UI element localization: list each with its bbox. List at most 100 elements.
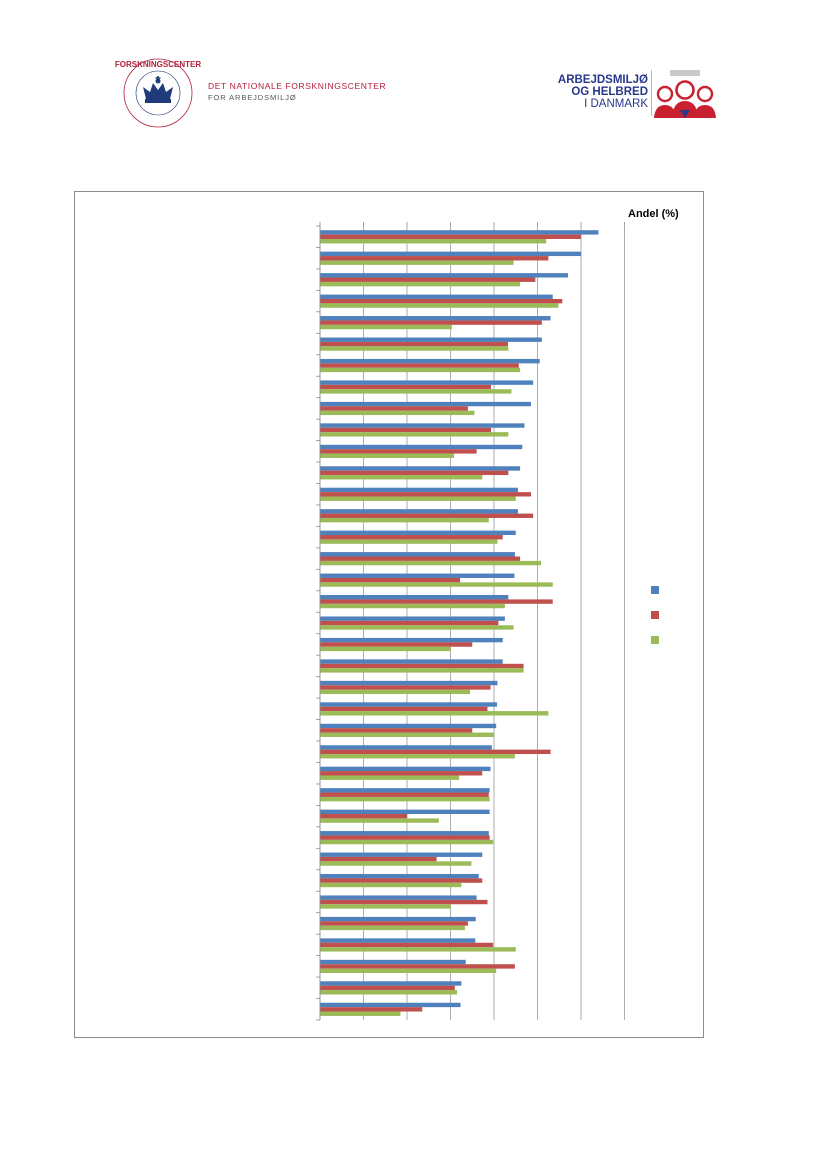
bar-series-2-row-13 bbox=[320, 492, 531, 497]
bar-series-2-row-14 bbox=[320, 513, 534, 518]
bar-series-2-row-6 bbox=[320, 341, 508, 347]
bar-series-1-row-29 bbox=[320, 831, 489, 836]
bar-series-1-row-16 bbox=[320, 552, 515, 557]
bar-series-3-row-19 bbox=[320, 625, 514, 630]
bar-series-3-row-31 bbox=[320, 882, 462, 888]
bar-series-3-row-2 bbox=[320, 260, 514, 265]
bar-series-1-row-4 bbox=[320, 294, 553, 299]
bar-series-3-row-14 bbox=[320, 517, 489, 523]
bar-series-3-row-29 bbox=[320, 839, 494, 845]
bar-series-2-row-36 bbox=[320, 985, 455, 991]
bar-series-1-row-37 bbox=[320, 1002, 461, 1008]
bar-series-2-row-12 bbox=[320, 470, 509, 476]
bar-series-3-row-23 bbox=[320, 711, 549, 716]
bar-series-3-row-9 bbox=[320, 410, 475, 416]
bar-series-3-row-24 bbox=[320, 732, 494, 737]
bar-series-1-row-24 bbox=[320, 723, 497, 729]
amh-line3: I DANMARK bbox=[584, 98, 648, 110]
bar-series-3-row-32 bbox=[320, 904, 451, 909]
bar-series-3-row-10 bbox=[320, 432, 509, 437]
bar-series-1-row-33 bbox=[320, 916, 476, 922]
seal-icon: FORSKNINGSCENTER bbox=[115, 58, 201, 128]
bar-series-2-row-21 bbox=[320, 663, 524, 669]
bar-series-2-row-32 bbox=[320, 899, 488, 905]
bar-series-1-row-23 bbox=[320, 702, 498, 707]
bar-series-1-row-13 bbox=[320, 487, 518, 493]
bar-series-3-row-15 bbox=[320, 539, 498, 544]
bar-series-2-row-5 bbox=[320, 320, 542, 325]
bar-series-2-row-28 bbox=[320, 814, 407, 819]
seal-text: FORSKNINGSCENTER bbox=[115, 60, 201, 69]
bar-series-3-row-25 bbox=[320, 754, 515, 759]
bar-series-1-row-19 bbox=[320, 616, 505, 621]
bar-series-2-row-27 bbox=[320, 792, 489, 797]
bar-series-1-row-30 bbox=[320, 852, 483, 857]
bar-series-1-row-6 bbox=[320, 337, 542, 342]
bar-series-2-row-35 bbox=[320, 964, 515, 969]
bar-series-2-row-4 bbox=[320, 298, 563, 304]
bar-series-2-row-20 bbox=[320, 642, 473, 647]
bar-series-3-row-8 bbox=[320, 389, 512, 394]
bar-series-2-row-9 bbox=[320, 406, 468, 411]
bar-series-1-row-11 bbox=[320, 444, 523, 450]
bar-series-1-row-14 bbox=[320, 509, 518, 514]
legend-marker-series-3 bbox=[651, 636, 659, 644]
bar-series-3-row-11 bbox=[320, 453, 454, 458]
bar-series-2-row-2 bbox=[320, 256, 549, 261]
bar-series-3-row-17 bbox=[320, 582, 553, 587]
bar-series-3-row-18 bbox=[320, 603, 505, 609]
value-axis-title: Andel (%) bbox=[628, 208, 679, 220]
people-icon bbox=[654, 70, 716, 118]
bar-series-3-row-33 bbox=[320, 925, 465, 931]
bar-series-1-row-32 bbox=[320, 895, 477, 900]
bar-series-2-row-34 bbox=[320, 942, 494, 948]
bar-series-3-row-30 bbox=[320, 861, 472, 866]
legend-marker-series-2 bbox=[651, 611, 659, 619]
bar-series-2-row-29 bbox=[320, 835, 490, 840]
bar-series-1-row-2 bbox=[320, 251, 581, 257]
bar-series-2-row-25 bbox=[320, 749, 551, 755]
nfa-logo: FORSKNINGSCENTER DET NATIONALE FORSKNING… bbox=[108, 57, 386, 129]
bar-series-2-row-8 bbox=[320, 384, 491, 390]
bar-series-2-row-3 bbox=[320, 277, 536, 282]
bar-series-2-row-7 bbox=[320, 363, 519, 368]
bar-series-1-row-12 bbox=[320, 466, 521, 471]
bar-series-1-row-1 bbox=[320, 230, 599, 235]
bar-series-2-row-18 bbox=[320, 599, 553, 604]
bar-series-2-row-17 bbox=[320, 577, 461, 583]
bar-series-3-row-27 bbox=[320, 796, 490, 802]
bar-series-1-row-15 bbox=[320, 530, 516, 536]
bar-series-1-row-28 bbox=[320, 809, 490, 815]
bar-series-3-row-1 bbox=[320, 239, 547, 244]
bar-series-3-row-35 bbox=[320, 968, 497, 974]
bar-series-1-row-31 bbox=[320, 873, 479, 879]
bar-series-2-row-33 bbox=[320, 921, 468, 926]
bar-series-3-row-12 bbox=[320, 475, 483, 480]
bar-series-2-row-16 bbox=[320, 556, 521, 561]
amh-line1: ARBEJDSMILJØ bbox=[557, 74, 648, 86]
bar-series-2-row-22 bbox=[320, 685, 491, 690]
bar-series-1-row-7 bbox=[320, 358, 540, 364]
bar-series-3-row-28 bbox=[320, 818, 439, 823]
bar-series-3-row-36 bbox=[320, 990, 458, 995]
bar-series-1-row-35 bbox=[320, 959, 466, 965]
bar-series-1-row-10 bbox=[320, 423, 525, 428]
bar-series-1-row-34 bbox=[320, 938, 476, 943]
bar-series-1-row-26 bbox=[320, 766, 491, 772]
bar-series-3-row-6 bbox=[320, 346, 509, 351]
bar-series-2-row-10 bbox=[320, 427, 491, 433]
bar-series-2-row-23 bbox=[320, 706, 488, 712]
bar-series-2-row-26 bbox=[320, 771, 483, 776]
bar-series-2-row-24 bbox=[320, 728, 473, 733]
bar-series-2-row-37 bbox=[320, 1007, 423, 1012]
bar-series-1-row-22 bbox=[320, 680, 498, 686]
bar-series-1-row-20 bbox=[320, 637, 503, 643]
bar-series-1-row-18 bbox=[320, 595, 509, 600]
bar-series-3-row-7 bbox=[320, 367, 521, 373]
bar-series-1-row-25 bbox=[320, 745, 492, 750]
amh-logo: ARBEJDSMILJØ OG HELBRED I DANMARK bbox=[540, 66, 720, 122]
bar-series-3-row-37 bbox=[320, 1011, 401, 1016]
bar-series-1-row-3 bbox=[320, 273, 568, 278]
bar-series-3-row-3 bbox=[320, 281, 521, 287]
